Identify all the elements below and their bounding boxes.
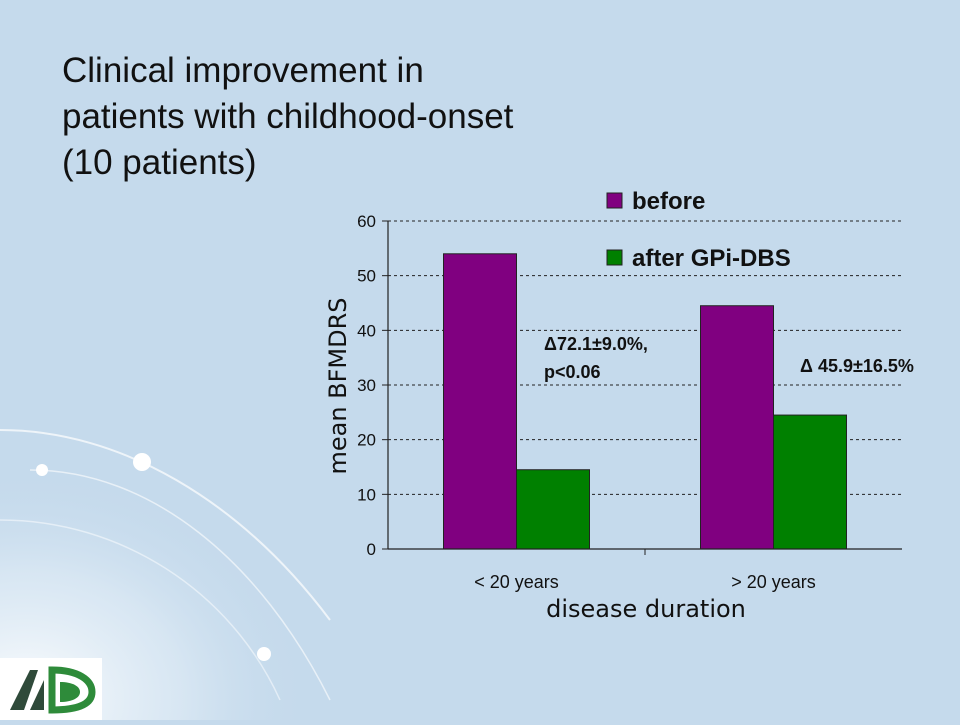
annotation-line: p<0.06 (544, 362, 601, 382)
legend-swatch (606, 192, 623, 209)
annotation-text: Δ72.1±9.0%, p<0.06 (544, 334, 648, 382)
legend-label: after GPi-DBS (632, 245, 791, 272)
slide-title-line: (10 patients) (62, 143, 257, 182)
decorative-orb (257, 647, 271, 661)
annotation-text: Δ 45.9±16.5% (800, 356, 914, 376)
x-axis-title: disease duration (546, 595, 746, 623)
chart-legend: before after GPi-DBS (606, 188, 791, 272)
x-category-labels: < 20 years > 20 years (474, 572, 816, 592)
y-tick-label: 0 (367, 540, 376, 559)
annotation-line: Δ 45.9±16.5% (800, 356, 914, 376)
y-tick-label: 30 (357, 376, 376, 395)
bar (700, 305, 774, 550)
y-tick-labels: 0 10 20 30 40 50 60 (357, 212, 376, 559)
logo (0, 658, 102, 720)
bar (516, 469, 590, 550)
y-tick-label: 60 (357, 212, 376, 231)
y-axis-title: mean BFMDRS (324, 297, 352, 474)
slide-title-line: Clinical improvement in (62, 51, 424, 90)
x-category-label: < 20 years (474, 572, 559, 592)
y-tick-label: 10 (357, 485, 376, 504)
annotation-line: Δ72.1±9.0%, (544, 334, 648, 354)
decorative-orb (36, 464, 48, 476)
slide-title-line: patients with childhood-onset (62, 97, 514, 136)
bar (443, 253, 517, 550)
chart-bars (443, 253, 847, 550)
chart-annotations: Δ72.1±9.0%, p<0.06 Δ 45.9±16.5% (544, 334, 914, 382)
decorative-orb (133, 453, 151, 471)
x-category-label: > 20 years (731, 572, 816, 592)
legend-swatch (606, 249, 623, 266)
y-tick-label: 20 (357, 431, 376, 450)
chart-axes (387, 221, 902, 555)
legend-label: before (632, 188, 705, 215)
y-tick-label: 50 (357, 267, 376, 286)
bar (773, 414, 847, 550)
slide-title: Clinical improvement in patients with ch… (62, 48, 622, 186)
y-tick-label: 40 (357, 321, 376, 340)
logo-mark-icon (10, 666, 96, 714)
